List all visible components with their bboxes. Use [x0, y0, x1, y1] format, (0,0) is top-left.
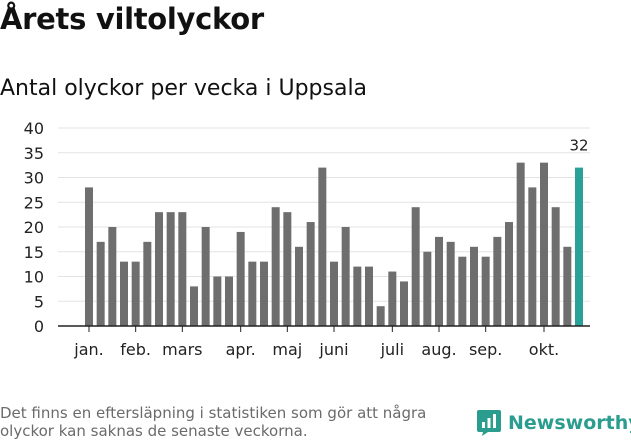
brand-logo: Newsworthy — [476, 407, 631, 439]
bar — [143, 241, 152, 326]
bar — [236, 231, 245, 326]
bar — [458, 256, 467, 326]
y-tick-label: 25 — [24, 193, 44, 212]
bar — [341, 227, 350, 326]
bar — [190, 286, 198, 326]
x-tick-label: juni — [318, 340, 348, 359]
x-tick-label: okt. — [529, 340, 559, 359]
x-tick-label: feb. — [120, 340, 151, 359]
bar — [201, 227, 210, 326]
bar — [516, 162, 525, 326]
bar-highlighted — [575, 167, 583, 326]
x-tick-label: jan. — [73, 340, 103, 359]
bar — [108, 227, 117, 326]
x-tick-label: juli — [380, 340, 404, 359]
y-tick-label: 5 — [34, 292, 44, 311]
bar — [155, 212, 163, 326]
bar — [178, 212, 187, 326]
bar — [225, 276, 233, 326]
bar — [318, 167, 327, 326]
bar — [481, 256, 490, 326]
x-tick-label: maj — [272, 340, 302, 359]
bar — [388, 271, 397, 326]
y-tick-label: 40 — [24, 119, 44, 138]
y-tick-label: 30 — [24, 169, 44, 188]
bar — [365, 266, 373, 326]
bar — [505, 222, 513, 326]
bar — [470, 246, 478, 326]
data-label: 32 — [569, 137, 588, 155]
bar — [131, 261, 140, 326]
bar — [260, 261, 268, 326]
bar — [563, 246, 572, 326]
chart-title: Årets viltolyckor — [0, 2, 264, 36]
x-tick-label: aug. — [421, 340, 456, 359]
y-tick-label: 10 — [24, 268, 44, 287]
bar — [353, 266, 362, 326]
bar — [330, 261, 338, 326]
bar — [423, 251, 432, 326]
x-tick-label: sep. — [469, 340, 502, 359]
bar — [400, 281, 408, 326]
bar — [551, 207, 560, 326]
bar — [85, 187, 93, 326]
bar — [435, 236, 443, 326]
bar — [493, 236, 502, 326]
bar — [411, 207, 420, 326]
x-tick-label: apr. — [226, 340, 256, 359]
bar — [295, 246, 303, 326]
brand-name: Newsworthy — [508, 412, 631, 434]
footnote: Det finns en eftersläpning i statistiken… — [0, 404, 427, 440]
bar — [528, 187, 537, 326]
bar — [213, 276, 222, 326]
bar — [376, 306, 385, 326]
bar — [271, 207, 280, 326]
chart-subtitle: Antal olyckor per vecka i Uppsala — [0, 76, 368, 101]
bar — [540, 162, 548, 326]
bar — [248, 261, 257, 326]
bar — [283, 212, 292, 326]
y-tick-label: 0 — [34, 317, 44, 336]
bar — [120, 261, 128, 326]
newsworthy-logo-icon — [477, 410, 501, 436]
bar — [96, 241, 105, 326]
bar — [306, 222, 315, 326]
y-tick-label: 15 — [24, 243, 44, 262]
bar — [166, 212, 175, 326]
y-tick-label: 20 — [24, 218, 44, 237]
x-tick-label: mars — [162, 340, 202, 359]
bar — [446, 241, 455, 326]
y-tick-label: 35 — [24, 144, 44, 163]
